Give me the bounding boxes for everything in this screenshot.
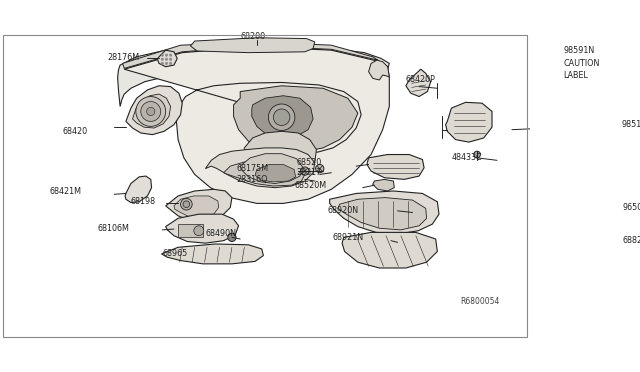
Polygon shape (166, 214, 239, 243)
Polygon shape (223, 160, 305, 186)
Polygon shape (118, 46, 389, 106)
Circle shape (228, 233, 236, 241)
Text: 68921N: 68921N (333, 233, 364, 242)
Text: 68421M: 68421M (50, 187, 82, 196)
Bar (178, 224, 203, 237)
Polygon shape (372, 179, 394, 191)
Text: 28176M: 28176M (108, 53, 140, 62)
Polygon shape (252, 96, 313, 138)
Text: 68965: 68965 (163, 249, 188, 259)
Circle shape (161, 62, 164, 65)
Polygon shape (174, 196, 219, 218)
Polygon shape (161, 244, 264, 264)
Circle shape (161, 54, 164, 57)
Polygon shape (205, 148, 315, 187)
Circle shape (316, 164, 324, 173)
Circle shape (136, 97, 166, 126)
Text: 68520M: 68520M (294, 181, 326, 190)
Polygon shape (166, 189, 232, 221)
Polygon shape (342, 232, 437, 268)
Text: 68200: 68200 (241, 32, 266, 41)
Circle shape (268, 104, 295, 131)
Text: 68920N: 68920N (327, 205, 358, 215)
Polygon shape (255, 164, 296, 182)
Polygon shape (157, 50, 177, 67)
Polygon shape (240, 154, 303, 183)
Text: R6800054: R6800054 (461, 298, 500, 307)
Circle shape (165, 58, 168, 61)
Text: 96501: 96501 (623, 203, 640, 212)
Polygon shape (125, 176, 152, 203)
Circle shape (170, 62, 172, 65)
Polygon shape (126, 86, 182, 135)
Circle shape (194, 226, 204, 236)
Text: 28316Q: 28316Q (236, 175, 268, 184)
Text: 68490N: 68490N (205, 229, 236, 238)
Text: 28317: 28317 (296, 168, 322, 177)
Text: 68420P: 68420P (406, 76, 436, 84)
Text: 68175M: 68175M (236, 164, 268, 173)
Circle shape (273, 109, 290, 125)
Text: 68420: 68420 (62, 127, 87, 136)
Circle shape (141, 102, 161, 121)
Circle shape (161, 58, 164, 61)
Text: 48433C: 48433C (451, 153, 482, 162)
Text: 98591N: 98591N (563, 46, 595, 55)
Text: 68825: 68825 (623, 236, 640, 245)
Polygon shape (132, 94, 171, 128)
Circle shape (183, 201, 189, 208)
Circle shape (474, 151, 481, 158)
Circle shape (170, 58, 172, 61)
Polygon shape (244, 131, 316, 174)
Polygon shape (367, 154, 424, 179)
Text: 68106M: 68106M (98, 224, 130, 233)
Circle shape (165, 54, 168, 57)
Circle shape (165, 62, 168, 65)
Text: LABEL: LABEL (563, 71, 588, 80)
Text: CAUTION: CAUTION (563, 59, 600, 68)
Polygon shape (234, 86, 358, 153)
Circle shape (170, 54, 172, 57)
Text: 68198: 68198 (131, 197, 156, 206)
Text: 68520: 68520 (296, 158, 322, 167)
Circle shape (180, 198, 192, 210)
Polygon shape (338, 198, 427, 230)
Polygon shape (445, 102, 492, 142)
Circle shape (147, 107, 155, 116)
Polygon shape (406, 69, 431, 97)
Circle shape (301, 167, 309, 175)
Polygon shape (123, 42, 389, 77)
Polygon shape (124, 47, 389, 203)
Text: 98515: 98515 (621, 120, 640, 129)
Polygon shape (330, 191, 439, 234)
Polygon shape (369, 60, 389, 80)
Polygon shape (191, 38, 315, 53)
